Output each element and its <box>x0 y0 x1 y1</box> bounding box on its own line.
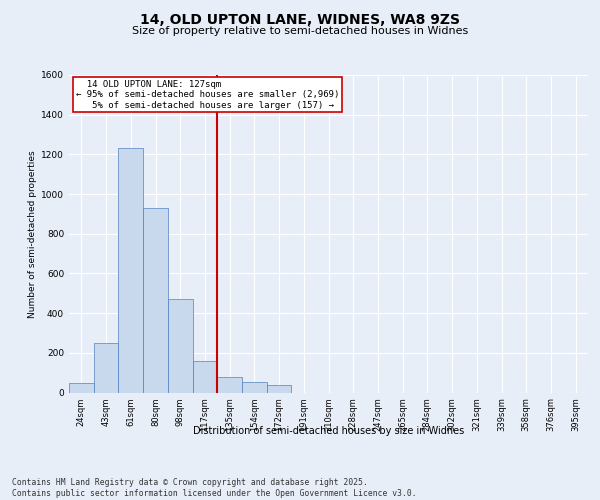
Bar <box>242 382 267 392</box>
Bar <box>69 382 94 392</box>
Text: Contains HM Land Registry data © Crown copyright and database right 2025.
Contai: Contains HM Land Registry data © Crown c… <box>12 478 416 498</box>
Bar <box>118 148 143 392</box>
Bar <box>168 299 193 392</box>
Bar <box>94 343 118 392</box>
Text: Size of property relative to semi-detached houses in Widnes: Size of property relative to semi-detach… <box>132 26 468 36</box>
Y-axis label: Number of semi-detached properties: Number of semi-detached properties <box>28 150 37 318</box>
Text: Distribution of semi-detached houses by size in Widnes: Distribution of semi-detached houses by … <box>193 426 464 436</box>
Bar <box>217 376 242 392</box>
Bar <box>193 361 217 392</box>
Bar <box>143 208 168 392</box>
Text: 14, OLD UPTON LANE, WIDNES, WA8 9ZS: 14, OLD UPTON LANE, WIDNES, WA8 9ZS <box>140 12 460 26</box>
Bar <box>267 384 292 392</box>
Text: 14 OLD UPTON LANE: 127sqm
← 95% of semi-detached houses are smaller (2,969)
   5: 14 OLD UPTON LANE: 127sqm ← 95% of semi-… <box>76 80 339 110</box>
